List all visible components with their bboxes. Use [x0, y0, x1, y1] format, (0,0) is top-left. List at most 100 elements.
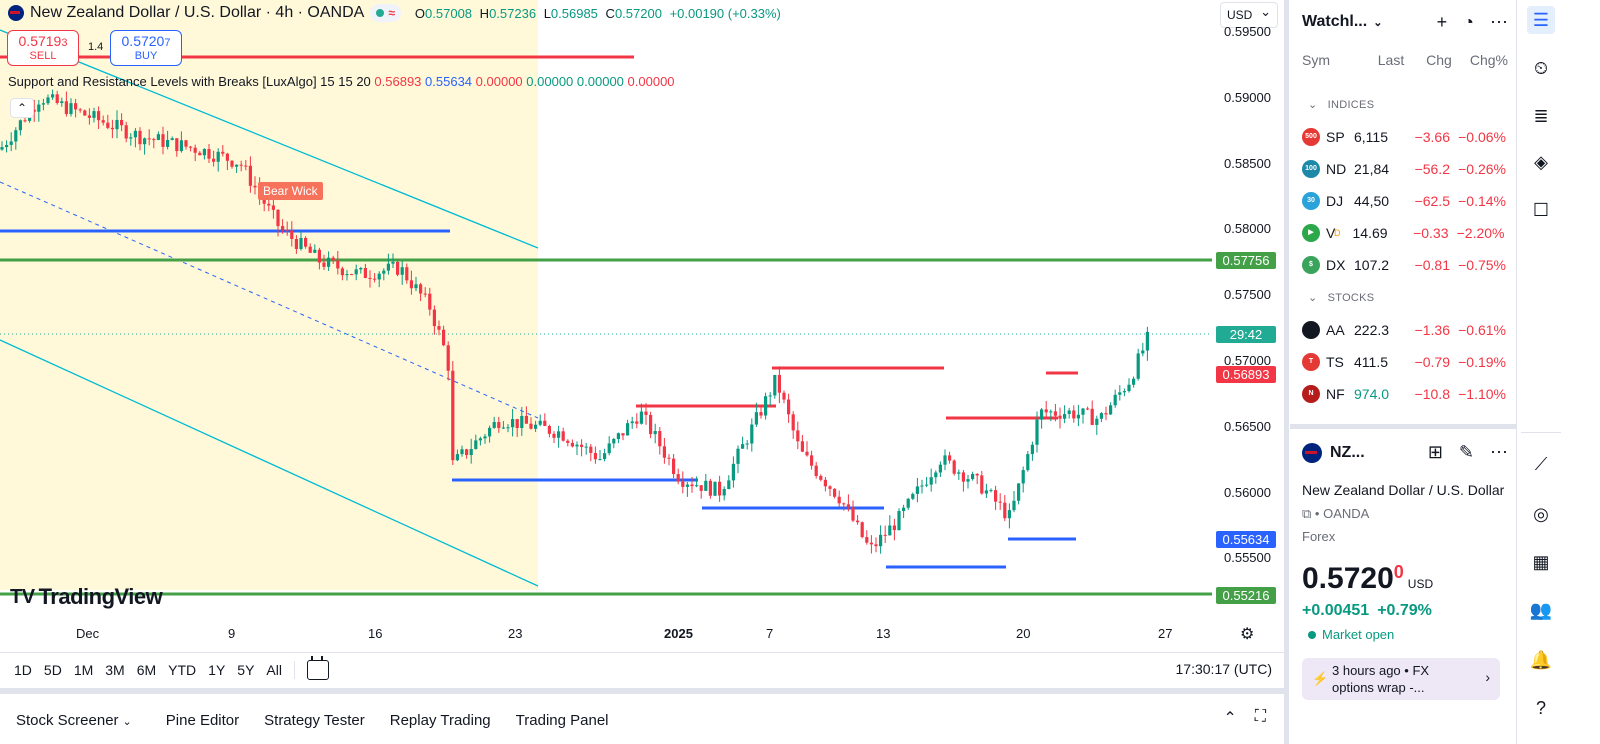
timeframe-5y[interactable]: 5Y [237, 661, 255, 678]
chat-icon[interactable]: ☐ [1532, 200, 1550, 220]
tradingview-logo[interactable]: TV TradingView [10, 584, 163, 609]
price-axis-bg [1210, 0, 1284, 620]
details-broker[interactable]: ⧉ • OANDA [1302, 506, 1370, 521]
watchlist-row[interactable]: ▶ V D 14.69 −0.33 −2.20% [1302, 217, 1508, 249]
buy-button[interactable]: 0.57207 BUY [110, 30, 182, 66]
candle-down [322, 262, 326, 267]
candle-up [1109, 405, 1113, 415]
tab-pine-editor[interactable]: Pine Editor [165, 711, 240, 729]
tab-replay-trading[interactable]: Replay Trading [389, 711, 491, 729]
indicator-legend[interactable]: Support and Resistance Levels with Break… [8, 74, 675, 89]
candle-down [373, 278, 377, 280]
candle-up [1113, 394, 1117, 406]
watchlist-row[interactable]: 500 SP 6,115 −3.66 −0.06% [1302, 121, 1508, 153]
sell-button[interactable]: 0.57193 SELL [7, 30, 79, 66]
chart-settings-gear-icon[interactable]: ⚙ [1240, 626, 1255, 640]
row-symbol: DJ [1326, 193, 1344, 209]
timeframe-6m[interactable]: 6M [136, 661, 157, 678]
symbol-logo-icon: N [1302, 385, 1320, 403]
news-card[interactable]: ⚡ 3 hours ago • FX options wrap -... › [1302, 658, 1500, 700]
countdown-tag: 29:42 [1216, 326, 1276, 343]
help-icon[interactable]: ? [1535, 698, 1546, 718]
candle-down [363, 267, 367, 278]
details-divider[interactable] [1290, 424, 1516, 429]
collapse-panel-chevron-up-icon[interactable]: ⌃ [1223, 710, 1237, 727]
more-options-icon[interactable]: ⋯ [1490, 11, 1508, 32]
col-last[interactable]: Last [1377, 52, 1405, 68]
target-icon[interactable]: ◎ [1533, 504, 1549, 524]
tab-stock-screener[interactable]: Stock Screener ⌄ [16, 711, 132, 729]
watchlist-row[interactable]: AA 222.3 −1.36 −0.61% [1302, 314, 1508, 346]
right-toolbar: ☰ ⏲ ≣ ◈ ☐ ⟋ ◎ ▦ 👥 🔔 ? [1516, 0, 1600, 744]
trend-tool-icon[interactable]: ⟋ [1534, 454, 1548, 474]
tab-trading-panel[interactable]: Trading Panel [515, 711, 609, 729]
candle-down [1086, 408, 1090, 410]
watchlist-row[interactable]: 100 ND 21,84 −56.2 −0.26% [1302, 153, 1508, 185]
price-chart[interactable] [0, 0, 1284, 640]
alerts-clock-icon[interactable]: ⏲ [1533, 58, 1549, 78]
candle-down [147, 138, 151, 140]
community-users-icon[interactable]: 👥 [1529, 600, 1553, 620]
candle-down [446, 345, 450, 371]
watchlist-row[interactable]: N NF 974.0 −10.8 −1.10% [1302, 378, 1508, 410]
watchlist-row[interactable]: $ DX 107.2 −0.81 −0.75% [1302, 249, 1508, 281]
market-status-pill[interactable]: ≈ [370, 4, 401, 22]
col-chg[interactable]: Chg [1426, 52, 1452, 68]
watchlist-title[interactable]: Watchl... ⌄ [1302, 13, 1383, 30]
channel-upper-line [0, 29, 539, 249]
candle-up [906, 498, 910, 508]
symbol-logo-icon [1302, 321, 1320, 339]
object-tree-icon[interactable]: ≣ [1533, 106, 1549, 126]
panel-separator[interactable] [0, 688, 1284, 694]
chevron-down-icon: ⌄ [1308, 292, 1318, 304]
watchlist-row[interactable]: 30 DJ 44,50 −62.5 −0.14% [1302, 185, 1508, 217]
maximize-panel-icon[interactable]: ⛶ [1254, 708, 1266, 725]
row-chgp: −0.61% [1458, 322, 1506, 338]
edit-note-icon[interactable]: ✎ [1458, 442, 1474, 462]
candle-down [83, 110, 87, 116]
timeframe-ytd[interactable]: YTD [168, 661, 197, 678]
candle-down [593, 452, 597, 460]
candle-down [368, 277, 372, 279]
tv-logo-icon: TV [10, 585, 35, 608]
notifications-bell-icon[interactable]: 🔔 [1529, 650, 1553, 670]
chart-pane[interactable]: New Zealand Dollar / U.S. Dollar · 4h · … [0, 0, 1284, 640]
layout-grid-icon[interactable]: ⊞ [1427, 442, 1443, 462]
tab-strategy-tester[interactable]: Strategy Tester [264, 711, 365, 729]
timeframe-3m[interactable]: 3M [105, 661, 125, 678]
candle-down [975, 473, 979, 476]
watchlist-section-stocks[interactable]: ⌄ STOCKS [1308, 292, 1375, 304]
col-sym[interactable]: Sym [1302, 52, 1330, 68]
timeframe-1y[interactable]: 1Y [208, 661, 226, 678]
utc-clock[interactable]: 17:30:17 (UTC) [1175, 661, 1272, 677]
currency-select[interactable]: USD [1220, 0, 1278, 28]
candle-down [465, 449, 469, 456]
watchlist-row[interactable]: T TS 411.5 −0.79 −0.19% [1302, 346, 1508, 378]
symbol-title[interactable]: New Zealand Dollar / U.S. Dollar · 4h · … [30, 4, 365, 21]
advanced-view-icon[interactable]: ◔ [1463, 11, 1474, 32]
details-symbol[interactable]: NZ... [1330, 443, 1365, 461]
pane-divider[interactable] [1284, 0, 1289, 744]
candle-down [980, 475, 984, 494]
watchlist-section-indices[interactable]: ⌄ INDICES [1308, 99, 1375, 111]
add-symbol-plus-icon[interactable]: + [1436, 11, 1448, 32]
timeframe-1d[interactable]: 1D [14, 661, 32, 678]
timeframe-1m[interactable]: 1M [73, 661, 94, 678]
candle-up [929, 477, 933, 485]
timeframe-all[interactable]: All [266, 661, 282, 678]
candle-down [124, 125, 128, 139]
spread-value: 1.4 [88, 41, 104, 53]
layers-icon[interactable]: ◈ [1534, 152, 1548, 172]
calendar-icon[interactable]: ▦ [1532, 552, 1550, 572]
more-options-icon[interactable]: ⋯ [1490, 442, 1508, 462]
candle-up [934, 472, 938, 478]
collapse-legend-button[interactable]: ⌃ [10, 98, 34, 118]
time-axis[interactable]: Dec 9 16 23 2025 7 13 20 27 [0, 620, 1284, 640]
timeframe-5d[interactable]: 5D [43, 661, 62, 678]
candle-down [267, 203, 271, 206]
candle-down [336, 260, 340, 269]
nz-flag-icon [1302, 442, 1322, 463]
watchlist-icon[interactable]: ☰ [1527, 6, 1555, 34]
col-chgp[interactable]: Chg% [1469, 52, 1508, 68]
date-range-calendar-icon[interactable] [306, 655, 329, 680]
